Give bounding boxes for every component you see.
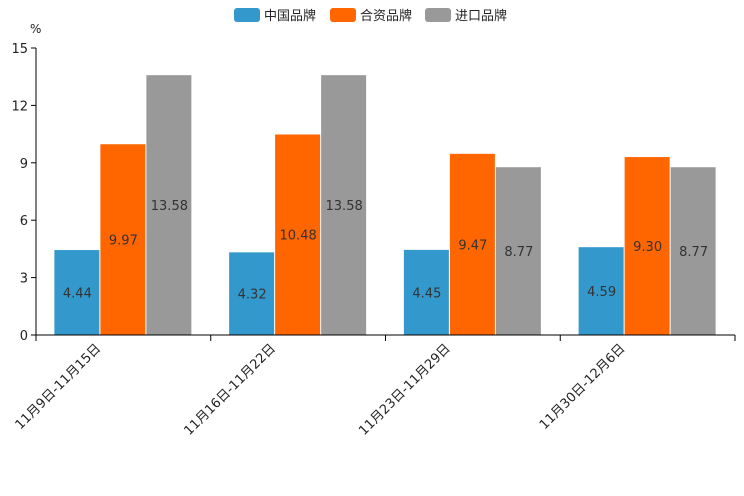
legend: 中国品牌 合资品牌 进口品牌 — [234, 8, 507, 24]
bars: 4.44 9.97 13.58 4.32 10.48 13.58 4.45 9.47 8.77 4… — [54, 75, 716, 335]
bar-1-3 — [403, 249, 449, 335]
y-tick-label: 6 — [20, 214, 28, 229]
y-tick-label: 9 — [20, 157, 28, 172]
bar-2-4 — [624, 157, 670, 335]
legend-swatch — [425, 8, 451, 22]
x-tick-label: 11月16日-11月22日 — [181, 341, 278, 438]
bar-3-2 — [321, 75, 367, 335]
legend-swatch — [234, 8, 260, 22]
bar-2-3 — [449, 153, 495, 335]
legend-label: 合资品牌 — [360, 8, 412, 24]
data-label: 4.59 — [587, 285, 616, 300]
data-label: 4.32 — [238, 288, 267, 303]
bar-1-4 — [578, 247, 624, 335]
legend-swatch — [330, 8, 356, 22]
x-tick-label: 11月9日-11月15日 — [13, 341, 105, 433]
y-tick-label: 0 — [20, 329, 28, 344]
bar-2-2 — [275, 134, 321, 335]
data-label: 4.45 — [412, 286, 441, 301]
data-label: 13.58 — [326, 199, 363, 214]
y-tick-label: 12 — [11, 99, 28, 114]
bar-1-1 — [54, 250, 100, 335]
data-label: 10.48 — [280, 229, 317, 244]
bar-1-2 — [229, 252, 275, 335]
y-tick-label: 3 — [20, 272, 28, 287]
x-axis: 11月9日-11月15日 11月16日-11月22日 11月23日-11月29日 11… — [13, 334, 736, 439]
data-label: 4.44 — [63, 287, 92, 302]
bar-3-4 — [670, 167, 716, 335]
data-label: 8.77 — [504, 245, 533, 260]
bar-2-1 — [100, 144, 146, 335]
bar-3-1 — [146, 75, 192, 335]
data-label: 13.58 — [151, 199, 188, 214]
x-tick-label: 11月30日-12月6日 — [537, 341, 629, 433]
data-label: 9.30 — [633, 240, 662, 255]
y-tick-label: 15 — [11, 42, 28, 57]
y-axis-unit-label: % — [30, 22, 41, 36]
legend-label: 进口品牌 — [455, 8, 507, 24]
y-axis: 0 3 6 9 12 15 — [11, 42, 37, 344]
bar-3-3 — [495, 167, 541, 335]
legend-label: 中国品牌 — [264, 8, 316, 24]
data-label: 8.77 — [679, 245, 708, 260]
data-label: 9.47 — [458, 238, 487, 253]
data-label: 9.97 — [109, 234, 138, 249]
x-tick-label: 11月23日-11月29日 — [356, 341, 453, 438]
